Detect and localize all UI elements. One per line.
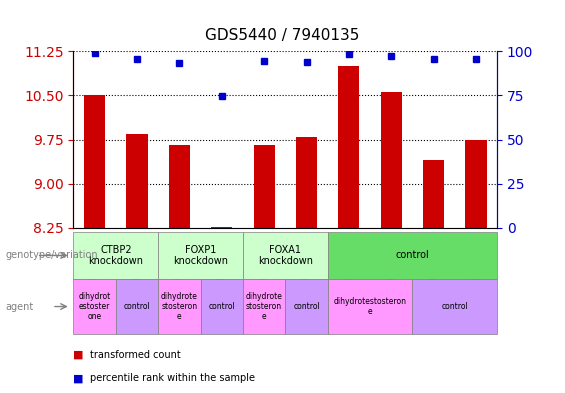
Bar — [466, 140, 486, 228]
Bar — [211, 227, 232, 228]
Text: control: control — [396, 250, 429, 261]
Bar — [127, 134, 147, 228]
Text: dihydrot
estoster
one: dihydrot estoster one — [79, 292, 111, 321]
Text: agent: agent — [6, 301, 34, 312]
Text: control: control — [208, 302, 235, 311]
Bar — [381, 92, 402, 228]
Text: control: control — [441, 302, 468, 311]
Text: transformed count: transformed count — [90, 350, 181, 360]
Text: CTBP2
knockdown: CTBP2 knockdown — [88, 245, 144, 266]
Text: control: control — [124, 302, 150, 311]
Bar — [169, 145, 190, 228]
Bar — [423, 160, 444, 228]
Text: GDS5440 / 7940135: GDS5440 / 7940135 — [205, 28, 360, 42]
Text: dihydrote
stosteron
e: dihydrote stosteron e — [246, 292, 282, 321]
Text: FOXP1
knockdown: FOXP1 knockdown — [173, 245, 228, 266]
Bar — [296, 136, 317, 228]
Text: dihydrote
stosteron
e: dihydrote stosteron e — [161, 292, 198, 321]
Text: ■: ■ — [73, 350, 84, 360]
Text: FOXA1
knockdown: FOXA1 knockdown — [258, 245, 313, 266]
Bar — [338, 66, 359, 228]
Text: genotype/variation: genotype/variation — [6, 250, 98, 261]
Text: control: control — [293, 302, 320, 311]
Text: percentile rank within the sample: percentile rank within the sample — [90, 373, 255, 383]
Bar — [254, 145, 275, 228]
Text: ■: ■ — [73, 373, 84, 383]
Text: dihydrotestosteron
e: dihydrotestosteron e — [333, 297, 407, 316]
Bar — [84, 95, 105, 228]
